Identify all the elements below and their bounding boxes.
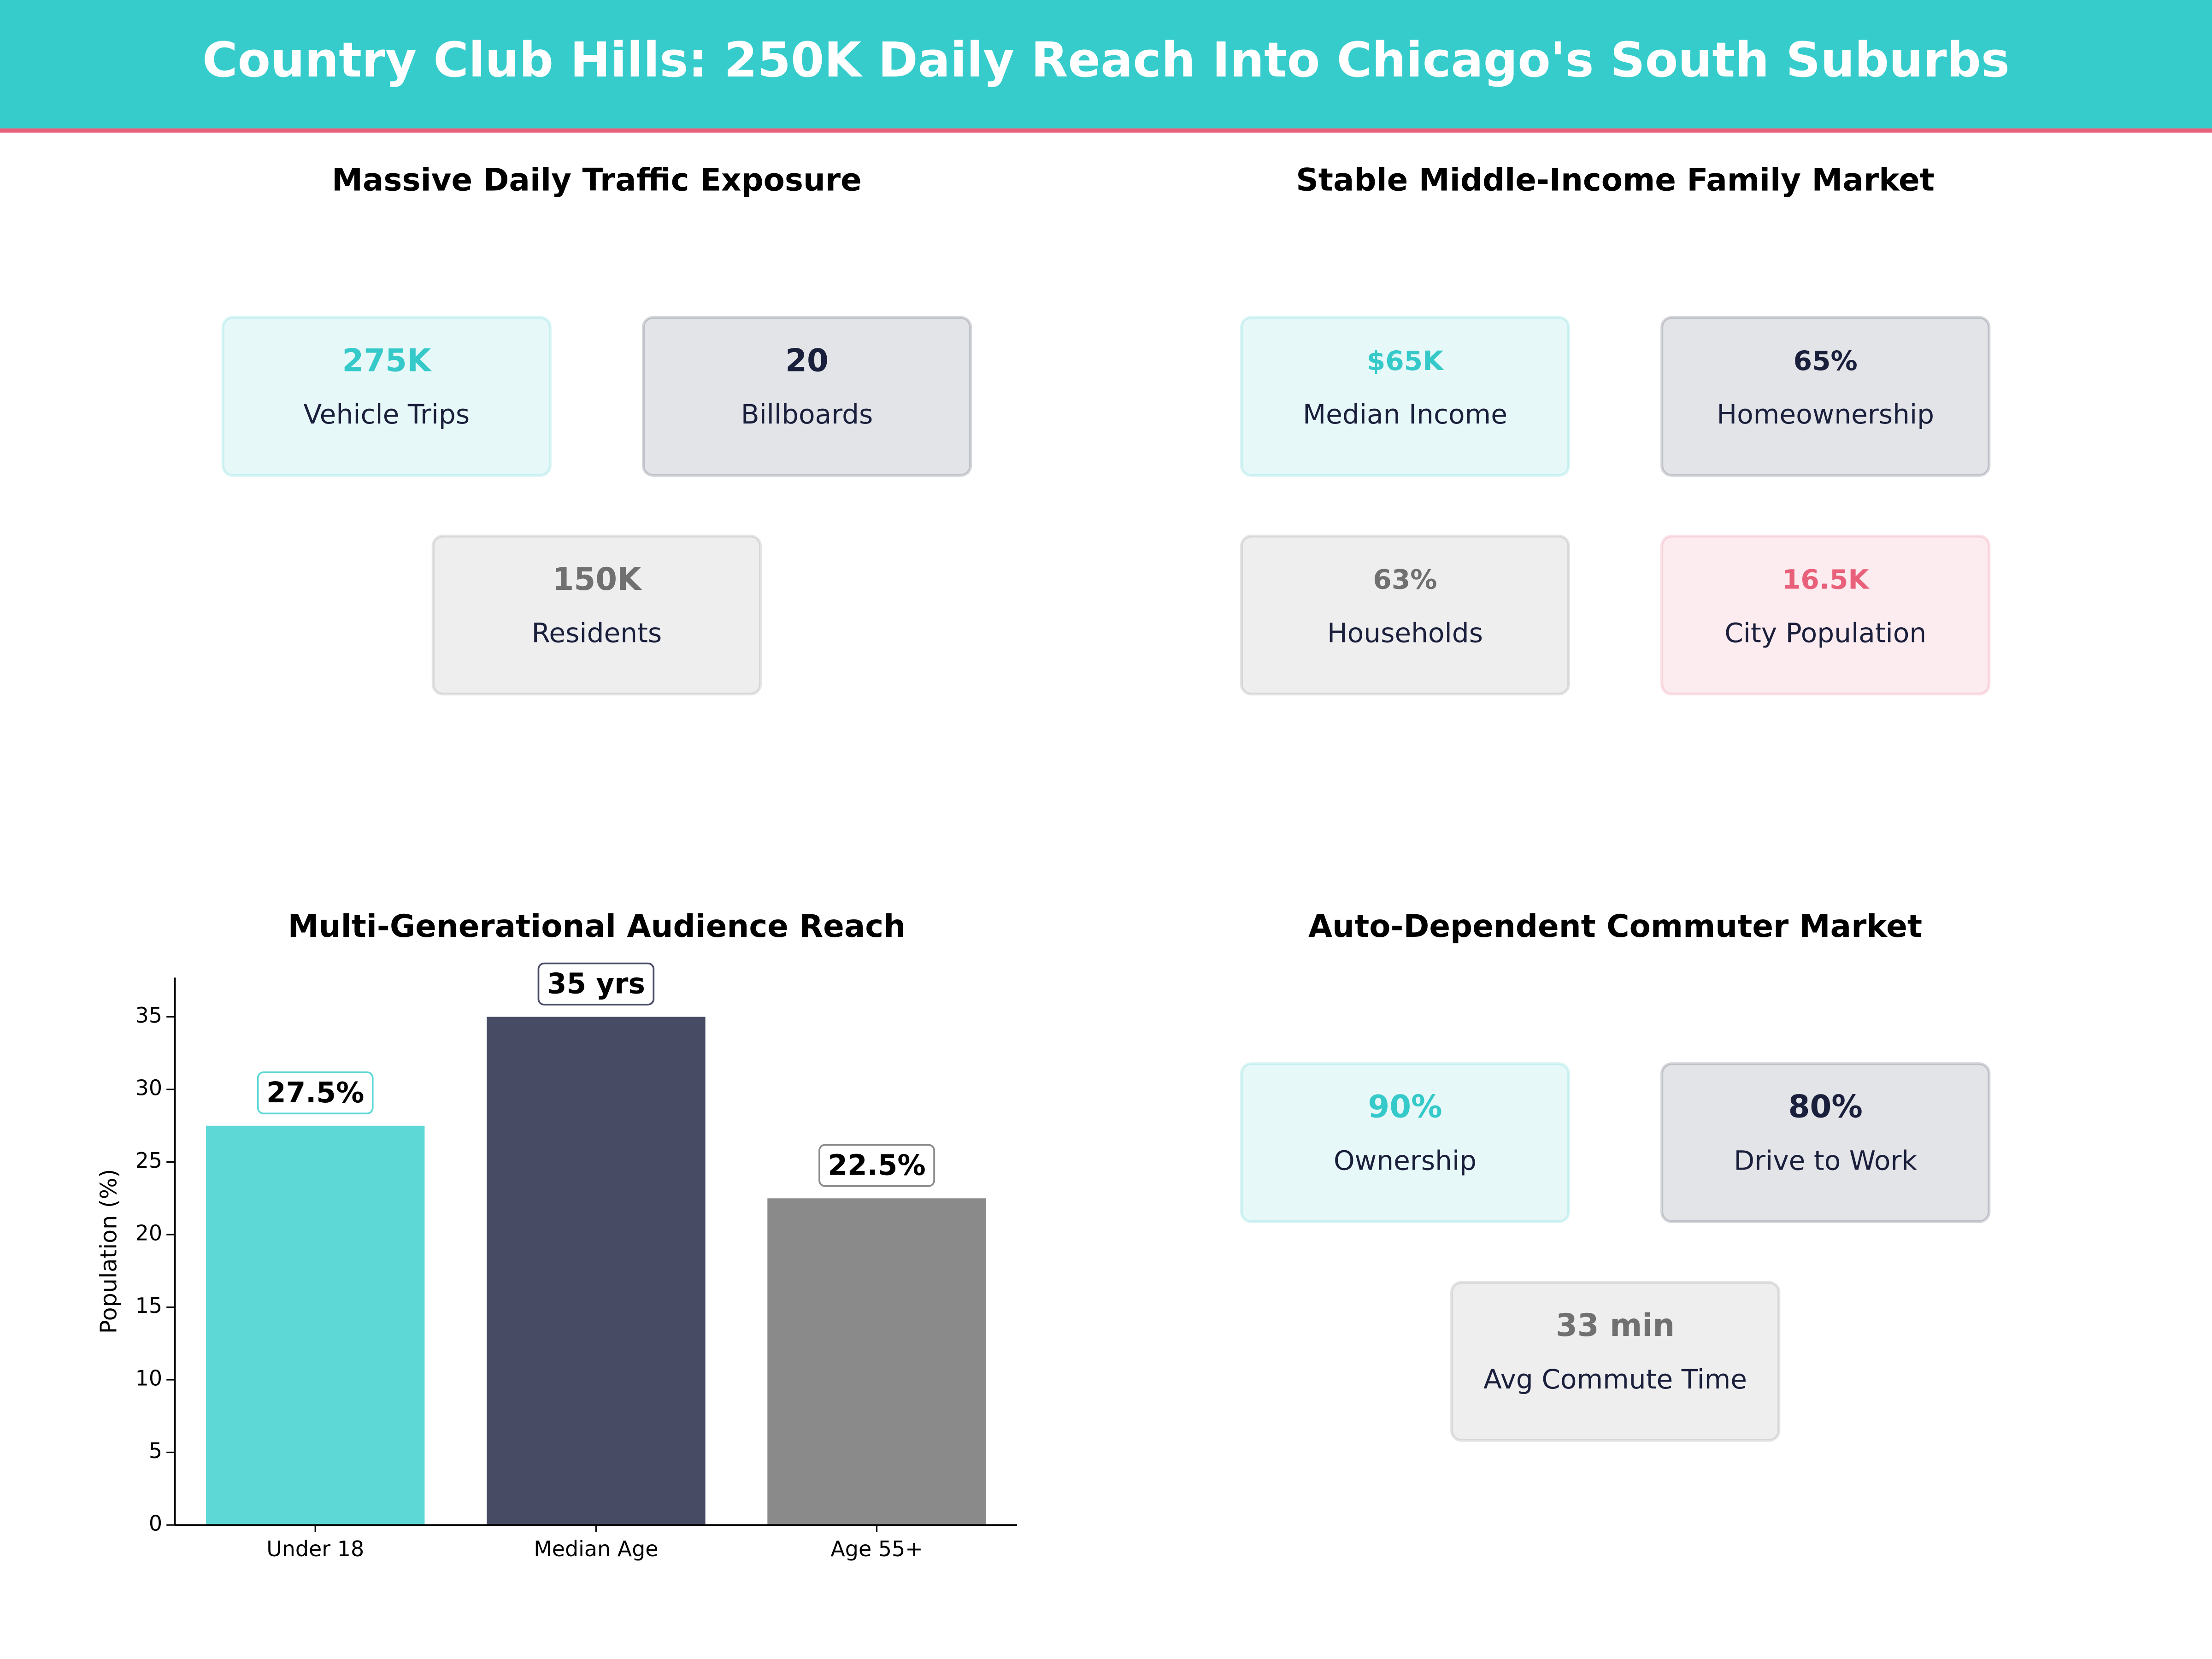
kpi-value: 150K [553,561,643,597]
x-tick-label: Median Age [534,1536,658,1561]
header-rule [0,128,2212,133]
y-tick-label: 25 [135,1148,162,1173]
y-tick-label: 5 [149,1438,162,1463]
bar [767,1198,986,1525]
kpi-label: Vehicle Trips [303,399,470,430]
kpi-value: 20 [785,342,829,378]
kpi-value: 90% [1368,1088,1442,1125]
value-label: 35 yrs [547,968,645,1000]
value-label-box [537,962,655,1006]
y-tick-label: 15 [135,1293,162,1318]
kpi-card [1240,535,1571,696]
kpi-label: Ownership [1334,1145,1477,1177]
kpi-card [641,316,972,477]
value-label: 22.5% [828,1149,925,1182]
value-label-box [257,1071,374,1115]
kpi-label: Residents [532,618,662,649]
kpi-label: Drive to Work [1734,1145,1917,1177]
kpi-label: Households [1327,618,1483,649]
y-tick-label: 35 [135,1003,162,1028]
panel-title: Stable Middle-Income Family Market [1296,161,1935,198]
kpi-value: 63% [1373,564,1437,595]
kpi-card [221,316,552,477]
bar [487,1017,706,1525]
kpi-card [1660,316,1991,477]
kpi-value: 275K [342,342,432,378]
kpi-card [1660,1062,1991,1224]
bar [206,1125,425,1525]
kpi-value: 80% [1788,1088,1863,1125]
header-band [0,0,2212,129]
x-tick-label: Under 18 [266,1536,364,1561]
kpi-card [431,535,762,696]
y-tick-label: 30 [135,1076,162,1100]
kpi-value: $65K [1367,345,1444,377]
kpi-value: 16.5K [1782,564,1870,595]
value-label: 27.5% [266,1077,364,1109]
x-tick-label: Age 55+ [830,1536,923,1561]
y-axis-label: Population (%) [95,1169,122,1334]
chart-title: Multi-Generational Audience Reach [288,908,906,944]
y-tick-label: 10 [135,1366,162,1391]
kpi-label: Homeownership [1717,399,1934,430]
page-title: Country Club Hills: 250K Daily Reach Int… [202,32,2010,88]
kpi-card [1240,316,1571,477]
kpi-value: 33 min [1556,1307,1675,1343]
y-tick-label: 0 [149,1511,162,1536]
y-tick-label: 20 [135,1221,162,1246]
kpi-label: Avg Commute Time [1483,1364,1747,1395]
kpi-card [1450,1281,1781,1442]
kpi-value: 65% [1794,345,1858,377]
kpi-card [1660,535,1991,696]
kpi-label: City Population [1724,618,1926,649]
panel-title: Auto-Dependent Commuter Market [1308,908,1922,944]
value-label-box [818,1144,935,1187]
kpi-label: Billboards [741,399,873,430]
kpi-label: Median Income [1303,399,1507,430]
panel-title: Massive Daily Traffic Exposure [332,161,862,198]
kpi-card [1240,1062,1571,1224]
